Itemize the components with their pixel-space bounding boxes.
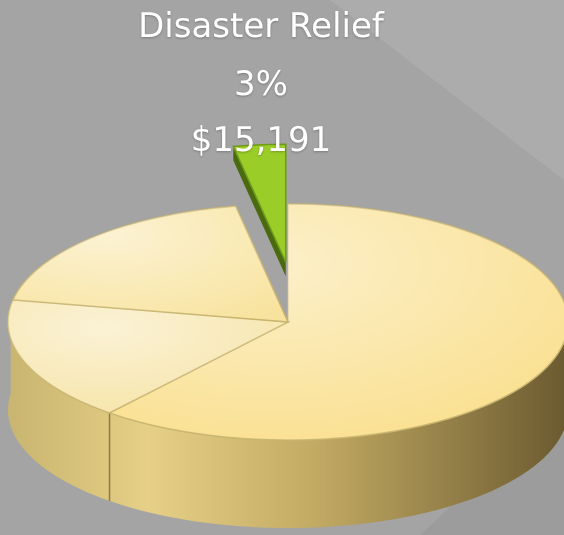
pie-slice-highlight-2 bbox=[7, 299, 288, 413]
pie-sides bbox=[8, 305, 564, 528]
slice-label-value: $15,191 bbox=[190, 120, 332, 160]
slice-label-name: Disaster Relief bbox=[138, 6, 384, 46]
slice-label-percent: 3% bbox=[234, 64, 288, 104]
pie-side-wall bbox=[8, 305, 564, 528]
pie-tops bbox=[7, 143, 564, 441]
pie-slice-highlight-3 bbox=[12, 206, 289, 322]
pie-slice-highlight-1 bbox=[109, 204, 564, 440]
slice-side-disaster-relief bbox=[233, 146, 286, 277]
pie-slice-0 bbox=[232, 143, 287, 263]
